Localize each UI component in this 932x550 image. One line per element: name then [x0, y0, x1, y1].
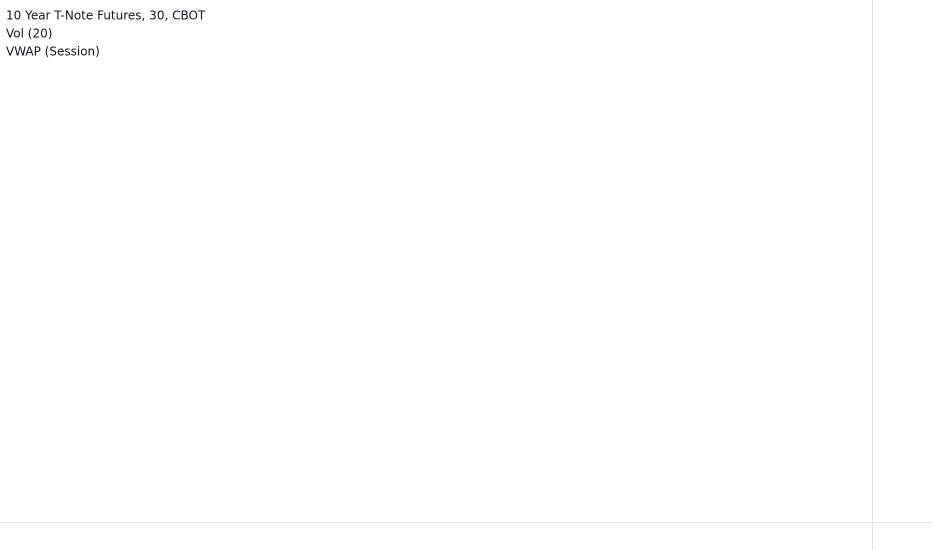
indicator-label: VWAP (Session)	[6, 45, 100, 59]
chart-title: 10 Year T-Note Futures, 30, CBOT	[6, 9, 206, 23]
indicator-label: Vol (20)	[6, 27, 52, 41]
